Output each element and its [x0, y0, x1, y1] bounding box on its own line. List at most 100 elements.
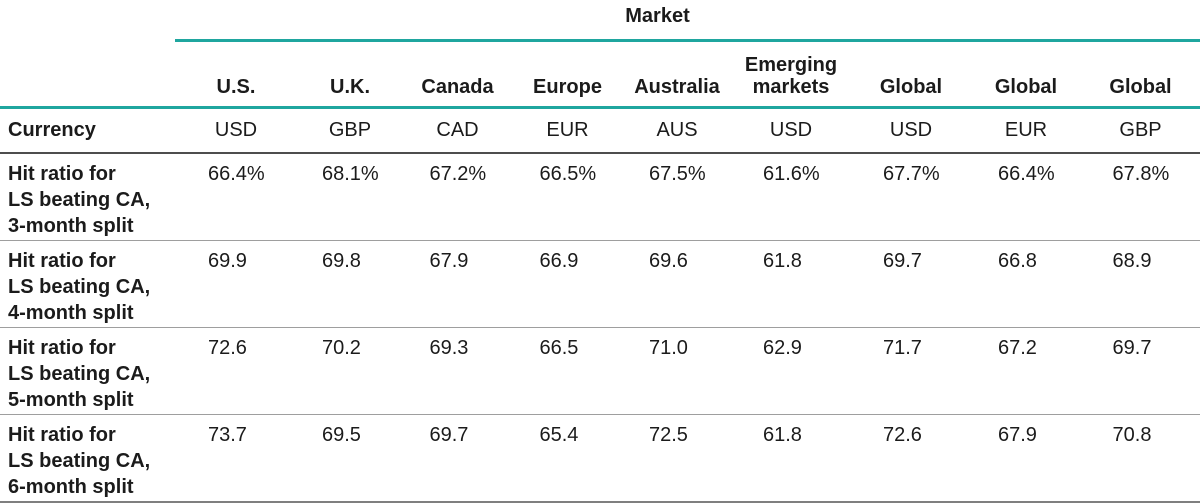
value-text: 67.2 — [998, 337, 1037, 359]
value-cell: 67.9 — [403, 240, 512, 328]
currency-row-label: Currency — [0, 107, 175, 154]
column-header-emerging-markets: Emerging markets — [731, 40, 851, 109]
column-header-global-2: Global — [971, 40, 1081, 109]
currency-cell: AUS — [623, 107, 731, 154]
value-text: 73.7 — [208, 424, 247, 446]
value-cell: 67.8% — [1081, 153, 1200, 241]
market-group-header: Market — [175, 0, 1200, 42]
row-label: Hit ratio for LS beating CA, 3-month spl… — [0, 153, 175, 241]
value-cell: 72.5 — [623, 414, 731, 503]
value-cell: 72.6 — [175, 327, 297, 415]
value-text: 66.4% — [998, 163, 1055, 185]
row-label: Hit ratio for LS beating CA, 6-month spl… — [0, 414, 175, 503]
value-text: 61.8 — [763, 424, 802, 446]
value-cell: 61.8 — [731, 414, 851, 503]
value-text: 68.9 — [1112, 250, 1152, 272]
value-cell: 66.4% — [971, 153, 1081, 241]
value-cell: 62.9 — [731, 327, 851, 415]
value-text: 66.4% — [208, 163, 265, 185]
value-text: 69.5 — [322, 424, 361, 446]
column-header-europe: Europe — [512, 40, 623, 109]
value-text: 69.7 — [1112, 337, 1152, 359]
value-text: 62.9 — [763, 337, 802, 359]
currency-cell: CAD — [403, 107, 512, 154]
value-text: 66.5 — [539, 337, 579, 359]
value-cell: 66.5 — [512, 327, 623, 415]
value-cell: 67.2 — [971, 327, 1081, 415]
table-row: Hit ratio for LS beating CA, 5-month spl… — [0, 327, 1200, 415]
value-text: 61.6% — [763, 163, 820, 185]
column-header-us: U.S. — [175, 40, 297, 109]
value-cell: 69.8 — [297, 240, 403, 328]
value-text: 71.7 — [883, 337, 922, 359]
currency-row: Currency USD GBP CAD EUR AUS USD USD EUR… — [0, 107, 1200, 154]
table-row: Hit ratio for LS beating CA, 4-month spl… — [0, 240, 1200, 328]
value-text: 66.8 — [998, 250, 1037, 272]
value-text: 71.0 — [649, 337, 688, 359]
column-header-canada: Canada — [403, 40, 512, 109]
currency-cell: EUR — [971, 107, 1081, 154]
value-cell: 69.9 — [175, 240, 297, 328]
value-cell: 68.9 — [1081, 240, 1200, 328]
column-header-global-1: Global — [851, 40, 971, 109]
value-cell: 65.4 — [512, 414, 623, 503]
currency-cell: USD — [851, 107, 971, 154]
value-cell: 69.6 — [623, 240, 731, 328]
value-text: 69.3 — [429, 337, 469, 359]
value-text: 72.6 — [883, 424, 922, 446]
column-header-uk: U.K. — [297, 40, 403, 109]
value-cell: 70.2 — [297, 327, 403, 415]
value-cell: 73.7 — [175, 414, 297, 503]
table-corner-spacer — [0, 0, 175, 40]
currency-cell: USD — [731, 107, 851, 154]
currency-cell: GBP — [1081, 107, 1200, 154]
value-cell: 66.9 — [512, 240, 623, 328]
row-label: Hit ratio for LS beating CA, 4-month spl… — [0, 240, 175, 328]
currency-cell: GBP — [297, 107, 403, 154]
value-text: 68.1% — [322, 163, 379, 185]
value-cell: 66.8 — [971, 240, 1081, 328]
row-label: Hit ratio for LS beating CA, 5-month spl… — [0, 327, 175, 415]
table-row: Hit ratio for LS beating CA, 3-month spl… — [0, 153, 1200, 241]
value-text: 70.2 — [322, 337, 361, 359]
value-text: 69.7 — [883, 250, 922, 272]
value-text: 67.9 — [429, 250, 469, 272]
value-text: 69.6 — [649, 250, 688, 272]
value-cell: 69.7 — [1081, 327, 1200, 415]
currency-cell: EUR — [512, 107, 623, 154]
value-cell: 69.7 — [403, 414, 512, 503]
value-cell: 71.0 — [623, 327, 731, 415]
value-text: 66.9 — [539, 250, 579, 272]
column-header-global-3: Global — [1081, 40, 1200, 109]
value-cell: 66.5% — [512, 153, 623, 241]
value-cell: 69.7 — [851, 240, 971, 328]
value-text: 67.8% — [1112, 163, 1170, 185]
value-text: 66.5% — [539, 163, 597, 185]
value-cell: 67.7% — [851, 153, 971, 241]
value-text: 67.2% — [429, 163, 487, 185]
value-text: 72.5 — [649, 424, 688, 446]
value-text: 70.8 — [1112, 424, 1152, 446]
value-text: 72.6 — [208, 337, 247, 359]
value-text: 69.7 — [429, 424, 469, 446]
value-cell: 67.9 — [971, 414, 1081, 503]
value-cell: 67.2% — [403, 153, 512, 241]
value-cell: 61.8 — [731, 240, 851, 328]
value-cell: 70.8 — [1081, 414, 1200, 503]
value-cell: 69.5 — [297, 414, 403, 503]
value-text: 61.8 — [763, 250, 802, 272]
table-header-spacer — [0, 40, 175, 109]
value-cell: 68.1% — [297, 153, 403, 241]
table-row: Hit ratio for LS beating CA, 6-month spl… — [0, 414, 1200, 503]
value-cell: 69.3 — [403, 327, 512, 415]
value-cell: 66.4% — [175, 153, 297, 241]
currency-cell: USD — [175, 107, 297, 154]
value-text: 69.8 — [322, 250, 361, 272]
value-text: 65.4 — [539, 424, 579, 446]
column-header-australia: Australia — [623, 40, 731, 109]
value-cell: 72.6 — [851, 414, 971, 503]
value-cell: 61.6% — [731, 153, 851, 241]
value-text: 67.9 — [998, 424, 1037, 446]
value-cell: 67.5% — [623, 153, 731, 241]
